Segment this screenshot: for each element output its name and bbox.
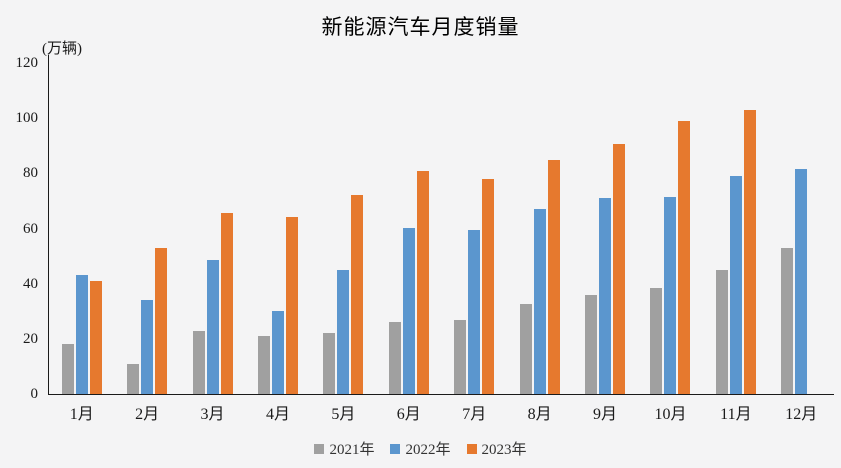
x-axis-label: 8月	[527, 406, 552, 423]
bar-group	[257, 217, 298, 394]
bar-2021年	[519, 304, 532, 394]
legend-swatch-2022年	[390, 443, 401, 454]
bar-2021年	[388, 322, 401, 394]
bar-2023年	[547, 160, 560, 394]
bar-2021年	[454, 320, 467, 394]
bar-2023年	[220, 213, 233, 394]
bar-2021年	[781, 248, 794, 394]
bar-2021年	[323, 333, 336, 394]
bar-2021年	[61, 344, 74, 394]
x-axis-label: 11月	[720, 406, 752, 423]
legend-item: 2023年	[466, 438, 527, 459]
bar-2022年	[141, 300, 154, 394]
x-axis-label: 6月	[396, 406, 421, 423]
x-axis-label: 4月	[265, 406, 290, 423]
x-axis-label: 3月	[200, 406, 225, 423]
bar-2022年	[402, 228, 415, 394]
x-axis-label: 9月	[593, 406, 618, 423]
bar-2021年	[650, 288, 663, 394]
bar-2023年	[155, 248, 168, 394]
legend-label: 2021年	[329, 442, 375, 458]
bar-group	[585, 144, 626, 394]
y-axis-tick-label: 20	[23, 330, 38, 347]
x-axis-label: 1月	[69, 406, 94, 423]
bar-2021年	[257, 336, 270, 394]
x-axis-label: 7月	[462, 406, 487, 423]
bar-2022年	[206, 260, 219, 394]
y-axis-unit-label: (万辆)	[42, 41, 82, 57]
bar-2023年	[482, 179, 495, 394]
x-axis-label: 5月	[331, 406, 356, 423]
bar-group	[781, 169, 821, 394]
legend-swatch-2023年	[466, 443, 477, 454]
bar-group	[61, 275, 102, 394]
bar-2021年	[192, 331, 205, 394]
legend: 2021年 2022年 2023年	[0, 438, 841, 459]
y-axis-tick-label: 80	[23, 165, 38, 182]
x-axis-line	[48, 394, 834, 395]
bar-2023年	[416, 171, 429, 394]
plot-area	[49, 63, 834, 394]
bar-2023年	[285, 217, 298, 394]
bar-group	[715, 110, 756, 394]
bar-2022年	[468, 230, 481, 394]
chart-title: 新能源汽车月度销量	[321, 15, 520, 39]
legend-item: 2022年	[390, 438, 451, 459]
legend-label: 2023年	[481, 442, 527, 458]
bar-group	[127, 248, 168, 394]
bar-2022年	[664, 197, 677, 394]
bar-2021年	[715, 270, 728, 394]
x-axis-label: 10月	[654, 406, 687, 423]
y-axis-line	[48, 55, 49, 395]
y-axis-tick-label: 40	[23, 275, 38, 292]
bar-2023年	[351, 195, 364, 394]
legend-item: 2021年	[314, 438, 374, 459]
bar-2022年	[271, 311, 284, 394]
x-axis-label: 2月	[135, 406, 160, 423]
legend-label: 2022年	[405, 442, 451, 458]
bar-2022年	[337, 270, 350, 394]
y-axis-tick-label: 120	[15, 55, 39, 71]
bar-group	[454, 179, 495, 394]
legend-swatch-2021年	[314, 443, 325, 454]
y-axis-tick-label: 0	[30, 386, 39, 402]
bar-2021年	[127, 364, 140, 394]
bar-2022年	[75, 275, 88, 394]
y-axis-tick-label: 100	[15, 110, 39, 127]
y-axis-tick-label: 60	[23, 220, 38, 237]
bar-group	[323, 195, 364, 394]
bar-2023年	[89, 281, 102, 394]
bar-2022年	[729, 176, 742, 394]
bar-2023年	[743, 110, 756, 394]
bar-2022年	[795, 169, 808, 394]
bar-group	[388, 171, 429, 394]
bar-group	[192, 213, 233, 394]
bar-2021年	[585, 295, 598, 394]
x-axis-label: 12月	[785, 406, 818, 423]
bar-2023年	[678, 121, 691, 394]
bar-2023年	[613, 144, 626, 394]
bar-group	[650, 121, 691, 394]
bar-2022年	[599, 198, 612, 394]
bar-group	[519, 160, 560, 394]
bar-2022年	[533, 209, 546, 394]
